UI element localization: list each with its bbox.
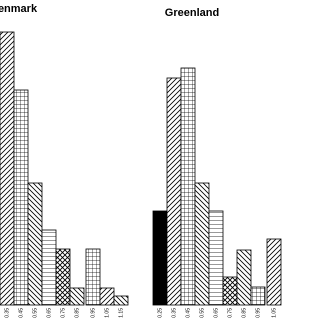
x-tick-label: 0.45: [186, 308, 192, 318]
x-tick-label: 1.15: [119, 308, 125, 318]
x-tick-label: 0.95: [256, 308, 262, 318]
x-tick-label: 0.45: [19, 308, 25, 318]
bar: [194, 182, 210, 306]
x-tick-label: 0.95: [91, 308, 97, 318]
x-tick-label: 1.05: [272, 308, 278, 318]
x-tick-label: 0.25: [158, 308, 164, 318]
x-tick-label: 0.85: [75, 308, 81, 318]
bar: [85, 248, 101, 306]
x-tick-label: 0.85: [242, 308, 248, 318]
x-tick-label: 0.65: [214, 308, 220, 318]
panel-title: Greenland: [165, 7, 219, 19]
x-tick-label: 0.65: [47, 308, 53, 318]
bar: [0, 31, 15, 306]
bar: [99, 287, 115, 306]
bar: [166, 77, 182, 306]
x-tick-label: 1.05: [105, 308, 111, 318]
bar: [13, 89, 29, 306]
bar: [180, 67, 196, 306]
bar: [250, 286, 266, 306]
bar: [41, 229, 57, 306]
bar: [27, 182, 43, 306]
bar: [113, 295, 129, 306]
bar: [236, 249, 252, 306]
bar: [152, 210, 168, 306]
bar: [69, 287, 85, 306]
x-tick-label: 0.75: [228, 308, 234, 318]
bar: [208, 210, 224, 306]
bar: [222, 276, 238, 306]
bar: [55, 248, 71, 306]
x-tick-label: 0.35: [5, 308, 11, 318]
x-tick-label: 0.35: [172, 308, 178, 318]
panel-title: Denmark: [0, 3, 38, 15]
x-tick-label: 0.75: [61, 308, 67, 318]
x-tick-label: 0.55: [33, 308, 39, 318]
bar: [266, 238, 282, 306]
x-tick-label: 0.55: [200, 308, 206, 318]
